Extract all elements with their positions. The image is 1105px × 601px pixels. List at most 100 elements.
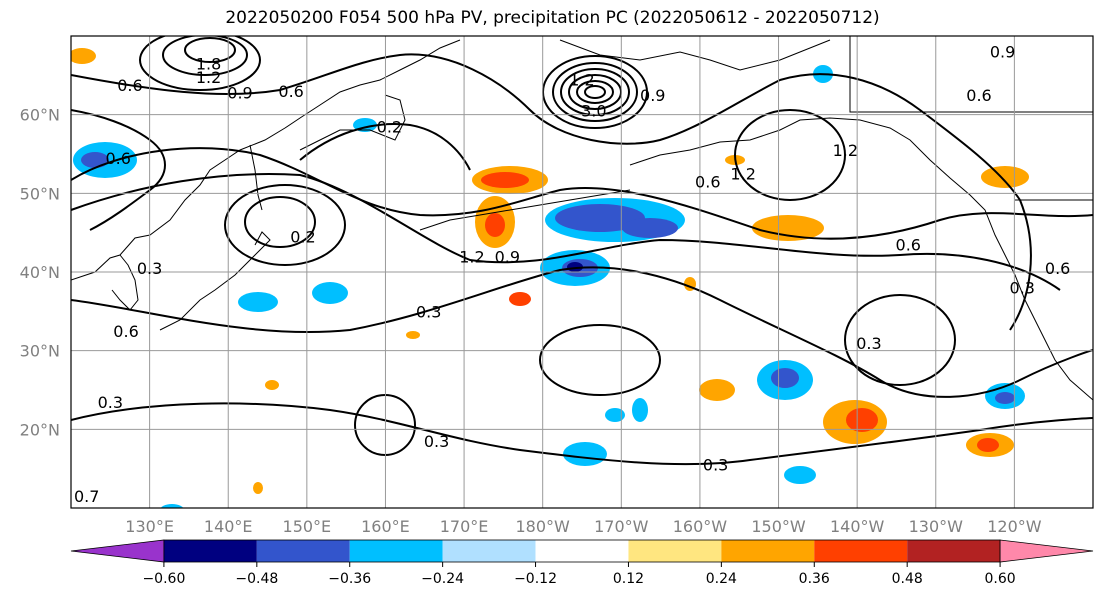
- lon-tick-label: 160°E: [361, 517, 410, 536]
- contour-label: 0.3: [416, 302, 441, 321]
- latitude-tick-labels: 60°N 50°N 40°N 30°N 20°N: [20, 106, 60, 440]
- coastline-north: [559, 39, 831, 71]
- precip-blob-negative: [784, 466, 816, 484]
- pv-contours: [71, 36, 1093, 466]
- contour-label: 0.3: [98, 393, 123, 412]
- colorbar-tick-label: −0.24: [421, 571, 464, 587]
- longitude-tick-labels: 130°E 140°E 150°E 160°E 170°E 180°W 170°W 160°W…: [125, 517, 1041, 536]
- map-title: 2022050200 F054 500 hPa PV, precipitatio…: [225, 8, 880, 28]
- map-frame: [70, 35, 1094, 509]
- precip-blob-negative: [995, 392, 1015, 404]
- pv-contour: [844, 294, 956, 386]
- colorbar-segment: [442, 540, 536, 562]
- contour-label: 0.6: [966, 86, 991, 105]
- precip-blob-negative: [605, 408, 625, 422]
- pv-contour: [184, 37, 236, 63]
- colorbar-segment: [907, 540, 1001, 562]
- map-area: 1.81.20.6 0.9 0.60.23.01.20.90.6 1.21.20.60…: [71, 36, 1093, 508]
- contour-label: 0.2: [290, 228, 315, 247]
- precip-blob-positive: [481, 172, 529, 188]
- contour-label: 0.6: [695, 173, 720, 192]
- coastline-alaska: [629, 117, 1093, 401]
- colorbar-tick-label: 0.48: [892, 571, 923, 587]
- pv-contour: [584, 85, 606, 99]
- lon-tick-label: 170°W: [594, 517, 649, 536]
- lon-tick-label: 140°E: [204, 517, 253, 536]
- lat-tick-label: 60°N: [20, 106, 60, 125]
- precip-blob-negative: [632, 398, 648, 422]
- colorbar-segment: [256, 540, 350, 562]
- precip-blob-positive: [977, 438, 999, 452]
- colorbar-tick-label: −0.36: [328, 571, 371, 587]
- contour-label: 0.6: [278, 82, 303, 101]
- colorbar-segment: [999, 539, 1094, 563]
- pv-contour: [734, 109, 846, 201]
- contour-labels: 1.81.20.6 0.9 0.60.23.01.20.90.6 1.21.20.60…: [74, 43, 1070, 506]
- coastline-aleutians: [419, 189, 631, 231]
- contour-label: 0.3: [703, 456, 728, 475]
- lon-tick-label: 130°W: [909, 517, 964, 536]
- contour-label: 1.2: [459, 247, 484, 266]
- precip-blob-negative: [238, 292, 278, 312]
- pv-contour: [299, 123, 471, 171]
- pv-contour: [71, 147, 1093, 240]
- border-box: [849, 36, 1093, 113]
- precip-blob-positive: [265, 380, 279, 390]
- colorbar-tick-label: −0.60: [142, 571, 185, 587]
- contour-label: 1.2: [730, 165, 755, 184]
- colorbar-segment: [628, 540, 722, 562]
- colorbar-segment: [163, 540, 257, 562]
- pv-contour: [224, 184, 346, 266]
- lon-tick-label: 150°E: [283, 517, 332, 536]
- precip-blob-negative: [312, 282, 348, 304]
- contour-label: 0.6: [105, 149, 130, 168]
- lon-tick-label: 150°W: [751, 517, 806, 536]
- pv-contour: [71, 266, 1093, 398]
- contour-label: 1.2: [196, 68, 221, 87]
- pv-contour: [162, 36, 248, 76]
- precip-blob-positive: [71, 48, 96, 64]
- pv-contour: [71, 402, 1093, 466]
- contour-label: 0.9: [640, 86, 665, 105]
- pv-contour: [71, 173, 1061, 291]
- precip-blob-positive: [699, 379, 735, 401]
- pv-contour: [539, 324, 661, 396]
- colorbar-segment: [535, 540, 629, 562]
- pv-contour: [244, 196, 316, 248]
- precipitation-shading: [71, 48, 1029, 508]
- lon-tick-label: 160°W: [673, 517, 728, 536]
- contour-label: 1.8: [196, 55, 221, 74]
- colorbar-tick-label: −0.12: [514, 571, 557, 587]
- colorbar-tick-label: 0.24: [706, 571, 737, 587]
- lon-tick-label: 140°W: [830, 517, 885, 536]
- colorbar-frame: [163, 539, 1001, 563]
- precip-blob-negative: [563, 442, 607, 466]
- contour-label: 0.6: [896, 235, 921, 254]
- lon-tick-label: 130°E: [125, 517, 174, 536]
- contour-label: 0.9: [227, 84, 252, 103]
- colorbar-segment: [721, 540, 815, 562]
- colorbar-tick-label: 0.12: [613, 571, 644, 587]
- precip-blob-positive: [509, 292, 531, 306]
- contour-label: 0.9: [495, 247, 520, 266]
- contour-label: 0.6: [1045, 259, 1070, 278]
- pv-contour: [71, 53, 1032, 331]
- contour-label: 0.3: [137, 259, 162, 278]
- coastline-kamchatka: [299, 94, 406, 151]
- lon-tick-label: 170°E: [440, 517, 489, 536]
- precip-blob-negative: [622, 218, 678, 238]
- precip-blob-positive: [406, 331, 420, 339]
- pv-contour: [552, 62, 638, 122]
- contour-label: 0.7: [74, 487, 99, 506]
- lon-tick-label: 120°W: [987, 517, 1042, 536]
- precip-blob-positive: [485, 213, 505, 237]
- coastline-japan: [159, 231, 271, 331]
- contour-label: 0.9: [990, 43, 1015, 62]
- precip-blob-negative: [771, 368, 799, 388]
- precip-blob-negative: [160, 504, 184, 508]
- gridlines: [71, 36, 1093, 508]
- contour-label: 1.2: [833, 141, 858, 160]
- colorbar-segment: [814, 540, 908, 562]
- lat-tick-label: 40°N: [20, 263, 60, 282]
